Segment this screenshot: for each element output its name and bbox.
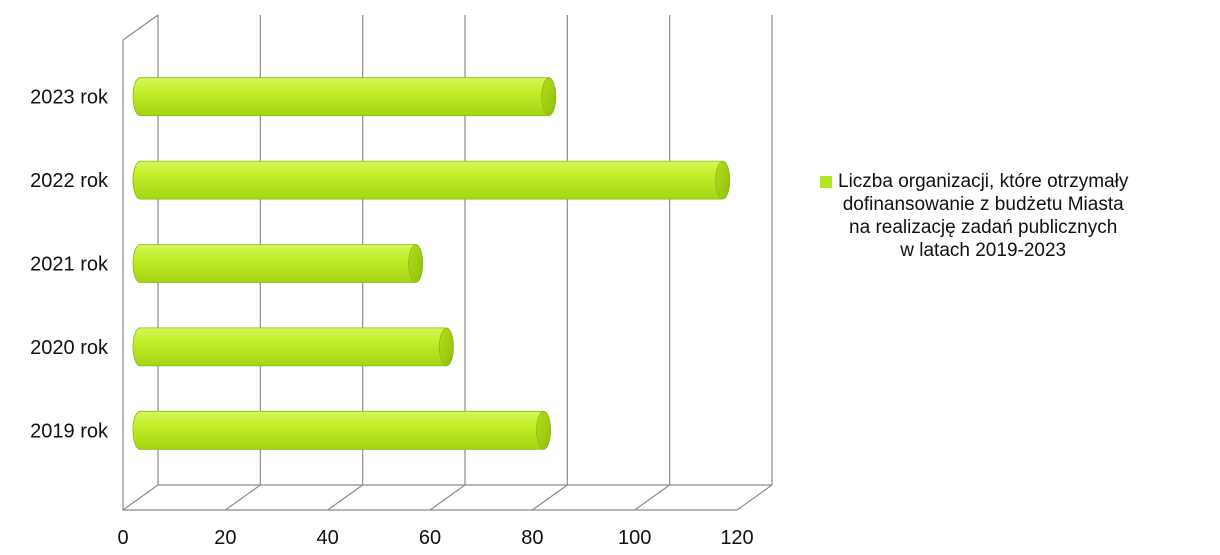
- category-label: 2022 rok: [30, 170, 109, 192]
- floor-gridline: [634, 484, 671, 511]
- category-label: 2019 rok: [30, 420, 109, 442]
- floor-gridline: [122, 484, 159, 511]
- floor-gridline: [531, 484, 568, 511]
- bar-body: [132, 160, 731, 200]
- x-tick-label: 0: [117, 527, 128, 549]
- bar-cap: [536, 411, 551, 450]
- x-tick-label: 100: [618, 527, 651, 549]
- category-label: 2021 rok: [30, 254, 109, 276]
- x-tick-label: 40: [317, 527, 339, 549]
- bar-2022-rok: [132, 160, 731, 200]
- x-tick-label: 120: [720, 527, 753, 549]
- bar-body: [132, 410, 551, 450]
- category-label: 2023 rok: [30, 87, 109, 109]
- bar-2021-rok: [132, 244, 424, 283]
- category-label: 2020 rok: [30, 337, 109, 359]
- bar-2019-rok: [132, 410, 551, 450]
- x-tick-label: 20: [214, 527, 236, 549]
- left-wall: [122, 14, 159, 510]
- bar-cap: [438, 327, 454, 366]
- bar-2020-rok: [132, 327, 454, 367]
- x-tick-label: 60: [419, 527, 441, 549]
- bar-body: [132, 327, 454, 367]
- floor-gridline: [429, 484, 466, 511]
- floor-gridline: [224, 484, 261, 511]
- floor-gridline: [736, 484, 773, 511]
- bars-group: [132, 77, 731, 450]
- x-tick-labels: 0 20 40 60 80 100 120: [117, 527, 753, 549]
- category-labels: 2019 rok 2020 rok 2021 rok 2022 rok 2023 rok: [30, 87, 109, 443]
- bar-cap: [408, 244, 424, 283]
- bar-body: [132, 244, 424, 283]
- x-tick-label: 80: [521, 527, 543, 549]
- legend-label: Liczba organizacji, które otrzymały dofi…: [838, 171, 1129, 261]
- bar-cap: [541, 77, 557, 116]
- bar-cap: [715, 161, 731, 200]
- bar-2023-rok: [132, 77, 557, 117]
- bar-chart: 2019 rok 2020 rok 2021 rok 2022 rok 2023 rok…: [30, 14, 773, 549]
- bar-body: [132, 77, 557, 117]
- legend: Liczba organizacji, które otrzymały dofi…: [820, 170, 1220, 262]
- floor-gridline: [327, 484, 364, 511]
- legend-swatch: [820, 176, 832, 188]
